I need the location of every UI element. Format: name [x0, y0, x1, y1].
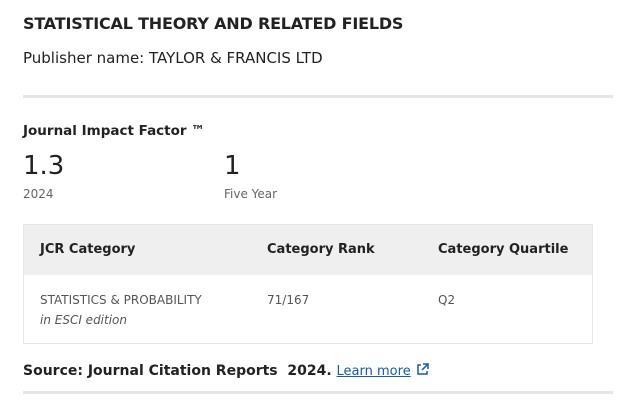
- edition: in ESCI edition: [40, 313, 128, 327]
- table-header: [24, 225, 592, 275]
- publisher: Publisher name: TAYLOR & FRANCIS LTD: [23, 49, 323, 67]
- quartile: Q2: [438, 293, 456, 307]
- source-text: Source: Journal Citation Reports 2024.: [23, 363, 332, 379]
- column-header: Category Quartile: [438, 242, 569, 257]
- metric-label: 2024: [23, 187, 54, 201]
- category: STATISTICS & PROBABILITY: [40, 293, 202, 307]
- column-header: JCR Category: [40, 242, 136, 257]
- category-table: JCR Category Category Rank Category Quar…: [23, 224, 593, 344]
- journal-title: STATISTICAL THEORY AND RELATED FIELDS: [23, 14, 404, 33]
- metric-value: 1: [224, 151, 241, 181]
- impact-heading: Journal Impact Factor ™: [23, 123, 205, 139]
- rank: 71/167: [267, 293, 310, 307]
- column-header: Category Rank: [267, 242, 375, 257]
- divider: [23, 391, 613, 394]
- metric-value: 1.3: [23, 151, 65, 181]
- external-link-icon: [416, 363, 429, 375]
- divider: [23, 95, 613, 98]
- learn-more-link[interactable]: Learn more: [336, 364, 411, 379]
- metric-label: Five Year: [224, 187, 278, 201]
- source: Source: Journal Citation Reports 2024. L…: [23, 363, 429, 379]
